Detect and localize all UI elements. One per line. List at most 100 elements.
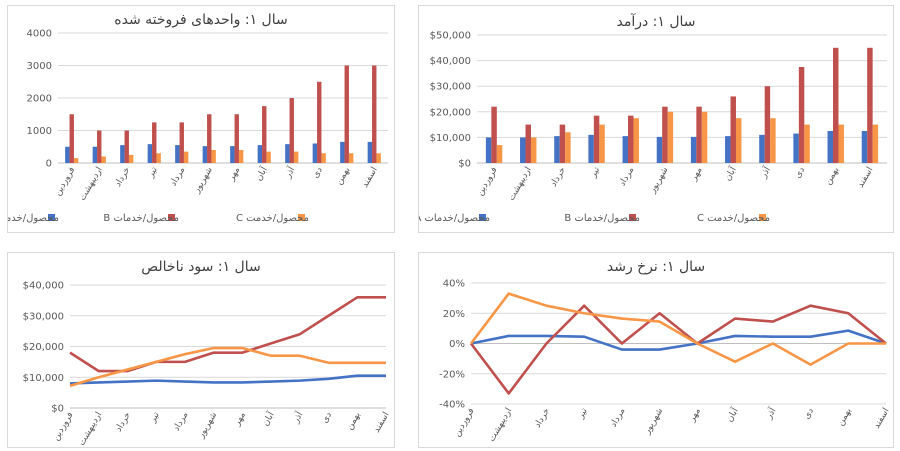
bar: [367, 141, 373, 163]
legend-swatch: [759, 214, 766, 221]
x-tick-label: تیر: [148, 410, 163, 425]
y-tick-label: 0%: [449, 339, 465, 350]
bar: [101, 156, 106, 163]
bar: [257, 145, 263, 163]
x-tick-label: فروردین: [475, 166, 499, 198]
x-tick-label: خرداد: [114, 411, 133, 434]
x-tick-label: اردیبهشت: [507, 166, 534, 203]
bar: [207, 114, 212, 163]
bar: [872, 124, 879, 163]
bar: [496, 145, 503, 163]
x-tick-label: بهمن: [345, 411, 363, 432]
x-tick-label: تیر: [146, 165, 161, 180]
bar: [230, 146, 235, 163]
bar: [735, 118, 742, 163]
bar: [202, 146, 208, 163]
x-tick-label: بهمن: [823, 166, 841, 187]
bar: [833, 47, 839, 163]
bar: [234, 114, 239, 163]
bar: [770, 118, 776, 163]
x-tick-label: اسفند: [360, 166, 380, 190]
y-tick-label: $30,000: [430, 82, 471, 93]
x-tick-label: آذر: [757, 164, 774, 181]
bar: [147, 144, 153, 163]
growth-chart-svg: سال ۱: نرخ رشد -40% -20% 0% 20% 40% فروردین ارد…: [439, 259, 891, 444]
bar: [289, 98, 294, 163]
bar: [340, 141, 345, 163]
bar: [266, 151, 271, 163]
growth-chart: سال ۱: نرخ رشد -40% -20% 0% 20% 40% فروردین ارد…: [418, 252, 894, 448]
x-tick-label: اردیبهشت: [77, 411, 104, 448]
bar: [725, 136, 731, 163]
legend-swatch: [168, 214, 175, 221]
x-tick-label: مرداد: [618, 165, 637, 188]
bar: [69, 114, 74, 163]
chart-title: سال ۱: سود ناخالص: [141, 259, 260, 275]
bar: [804, 124, 810, 163]
legend-label: محصول/خدمات A: [8, 213, 59, 224]
y-tick-label: $40,000: [430, 56, 471, 67]
y-tick-label: 4000: [27, 29, 52, 40]
y-tick-label: $10,000: [23, 373, 64, 384]
bar: [622, 136, 629, 163]
chart-title: سال ۱: نرخ رشد: [607, 259, 705, 275]
x-tick-label: دی: [311, 166, 325, 181]
legend-swatch: [298, 214, 305, 221]
bar: [344, 65, 349, 163]
y-tick-label: 20%: [443, 309, 465, 320]
profit-chart: سال ۱: سود ناخالص $0 $10,000 $20,000 $30,000…: [7, 252, 395, 448]
x-tick-label: دی: [320, 411, 334, 426]
legend-label: محصول/خدمات A: [419, 213, 490, 224]
x-tick-label: آبان: [723, 405, 741, 424]
x-tick-label: اردیبهشت: [78, 166, 105, 203]
bar: [124, 130, 129, 163]
bar: [485, 137, 492, 163]
bar: [656, 136, 663, 163]
bar: [662, 106, 668, 163]
x-tick-label: آذر: [281, 164, 298, 181]
y-tick-label: 0: [46, 159, 52, 170]
bar: [559, 124, 566, 163]
bar: [628, 115, 634, 163]
x-tick-label: خرداد: [533, 407, 552, 430]
x-tick-label: خرداد: [549, 166, 568, 189]
x-tick-label: فروردین: [452, 407, 476, 439]
bar: [565, 132, 571, 163]
series-line: [470, 329, 887, 351]
series-line: [469, 304, 887, 395]
bar: [285, 144, 290, 163]
bar: [867, 47, 873, 163]
bar: [530, 137, 537, 163]
x-tick-label: مهر: [226, 165, 242, 183]
bar: [183, 151, 189, 163]
legend-label: محصول/خدمت C: [697, 213, 770, 224]
bar: [593, 115, 600, 163]
bar: [65, 146, 70, 163]
x-tick-label: آبان: [259, 409, 277, 428]
y-tick-label: $10,000: [430, 133, 471, 144]
bar: [793, 133, 799, 163]
bar: [588, 134, 594, 163]
y-tick-label: 1000: [27, 126, 52, 137]
bar: [97, 130, 102, 163]
x-tick-label: مهر: [232, 410, 248, 428]
x-tick-label: تیر: [588, 165, 603, 180]
bar: [293, 151, 299, 163]
x-tick-label: مهر: [687, 406, 703, 424]
chart-title: سال ۱: واحدهای فروخته شده: [114, 12, 287, 28]
legend-label: محصول/خدمت C: [236, 213, 309, 224]
chart-title: سال ۱: درآمد: [616, 13, 695, 30]
x-tick-label: بهمن: [836, 407, 854, 428]
x-tick-label: فروردین: [53, 166, 77, 198]
y-tick-label: 40%: [443, 279, 465, 290]
bar: [764, 86, 771, 163]
x-tick-label: آذر: [762, 405, 779, 422]
x-tick-label: مهر: [689, 165, 705, 183]
x-tick-label: بهمن: [334, 166, 352, 187]
bar: [156, 153, 161, 163]
series-line: [69, 346, 386, 388]
x-tick-label: دی: [802, 407, 816, 422]
series-line: [469, 292, 886, 366]
x-tick-label: شهریور: [647, 166, 670, 196]
bar: [759, 134, 765, 163]
